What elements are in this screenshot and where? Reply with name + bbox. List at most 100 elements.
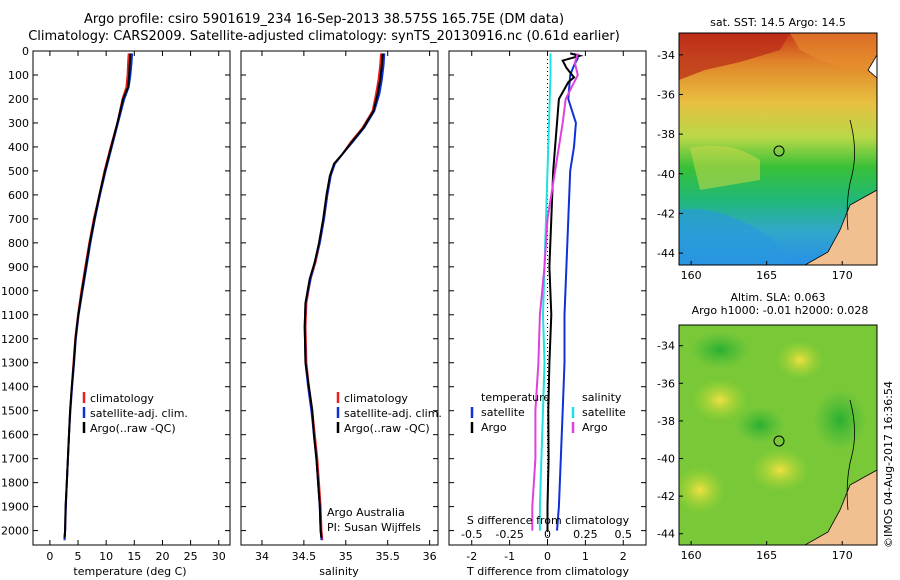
difference-profile-panel: -2 -1 0 1 2 -0.5 -0.25 0 0.25 0.5 temperature sa…: [448, 50, 647, 578]
depth-tick-label: 1400: [1, 381, 29, 394]
line-climatology: [63, 53, 130, 541]
depth-tick-label: 500: [8, 165, 29, 178]
x-tick-label: 34: [255, 550, 269, 563]
x-tick-label: 1: [582, 550, 589, 563]
nz-landmass: [804, 189, 877, 265]
map-y-tick-label: -38: [657, 415, 675, 428]
sla-map-title-line2: Argo h1000: -0.01 h2000: 0.028: [692, 304, 869, 317]
map-y-tick-label: -36: [657, 88, 675, 101]
temperature-legend: climatology satellite-adj. clim. Argo(..…: [82, 392, 188, 435]
temperature-axes-frame: [32, 50, 231, 546]
line-argo---raw--qc-: [303, 53, 384, 538]
line-argo---raw--qc-: [63, 53, 132, 538]
legend-label-argo: Argo(..raw -QC): [90, 422, 176, 435]
sst-map-axes: 160 165 170 -34 -36 -38 -40 -42 -44: [657, 49, 853, 282]
sst-map-panel: sat. SST: 14.5 Argo: 14.5 160 165 170 -34 -3…: [657, 16, 878, 282]
legend-label-argo: Argo(..raw -QC): [344, 422, 430, 435]
imos-stamp: ©IMOS 04-Aug-2017 16:36:54: [882, 381, 895, 548]
sla-low-2: [814, 390, 866, 450]
map-y-tick-label: -42: [657, 207, 675, 220]
legend-label-satellite: satellite-adj. clim.: [344, 407, 442, 420]
sla-high-2: [776, 340, 824, 380]
x-tick-label: 30: [212, 550, 226, 563]
map-x-tick-label: 165: [756, 549, 777, 562]
map-y-tick-label: -34: [657, 340, 675, 353]
map-x-tick-label: 165: [756, 269, 777, 282]
nz-landmass: [804, 469, 877, 545]
x-tick-label: -1: [504, 550, 515, 563]
sla-map-image: [679, 325, 877, 545]
sla-high-3: [750, 448, 810, 492]
depth-tick-label: 800: [8, 237, 29, 250]
depth-tick-label: 1800: [1, 477, 29, 490]
map-x-tick-label: 170: [832, 269, 853, 282]
depth-tick-label: 900: [8, 261, 29, 274]
bathymetry-contour: [846, 119, 855, 231]
sla-high-4: [679, 466, 726, 514]
x-tick-label: 25: [184, 550, 198, 563]
s-diff-tick-label: -0.5: [461, 528, 482, 541]
depth-tick-label: 600: [8, 189, 29, 202]
map-y-tick-label: -40: [657, 168, 675, 181]
x-tick-label: 2: [620, 550, 627, 563]
s-diff-tick-label: -0.25: [495, 528, 523, 541]
temperature-difference-axis: -2 -1 0 1 2: [466, 51, 627, 563]
depth-tick-label: 1900: [1, 501, 29, 514]
x-tick-label: 34.5: [292, 550, 317, 563]
depth-tick-label: 1000: [1, 285, 29, 298]
x-tick-label: 15: [127, 550, 141, 563]
depth-tick-label: 700: [8, 213, 29, 226]
map-y-tick-label: -34: [657, 49, 675, 62]
salinity-difference-axis: -0.5 -0.25 0 0.25 0.5: [461, 528, 632, 541]
argo-australia-note: Argo Australia: [327, 506, 405, 519]
figure-title-line1: Argo profile: csiro 5901619_234 16-Sep-2…: [83, 12, 565, 27]
depth-tick-label: 2000: [1, 525, 29, 538]
sla-map-axes: 160 165 170 -34 -36 -38 -40 -42 -44: [657, 340, 853, 562]
map-x-tick-label: 160: [681, 549, 702, 562]
depth-tick-label: 200: [8, 93, 29, 106]
legend-label-sal-satellite: satellite: [582, 406, 626, 419]
pi-note: PI: Susan Wijffels: [327, 521, 421, 534]
depth-tick-label: 1100: [1, 309, 29, 322]
map-x-tick-label: 170: [832, 549, 853, 562]
profile-location-marker: [773, 435, 785, 447]
depth-tick-label: 1700: [1, 453, 29, 466]
sla-map-title-line1: Altim. SLA: 0.063: [730, 291, 825, 304]
salinity-depth-ticks: [241, 50, 438, 532]
map-y-tick-label: -42: [657, 490, 675, 503]
x-tick-label: 0: [46, 550, 53, 563]
sst-map-frame: [678, 32, 878, 266]
legend-label-temp-argo: Argo: [481, 421, 507, 434]
sst-orange-region: [790, 33, 877, 78]
s-diff-tick-label: 0.5: [615, 528, 633, 541]
map-x-tick-label: 160: [681, 269, 702, 282]
legend-heading-temperature: temperature: [481, 391, 550, 404]
salinity-axis: 34 34.5 35 35.5 36: [255, 51, 437, 563]
legend-label-temp-satellite: satellite: [481, 406, 525, 419]
depth-tick-label: 1300: [1, 357, 29, 370]
x-tick-label: 0: [544, 550, 551, 563]
depth-tick-label: 1600: [1, 429, 29, 442]
map-y-tick-label: -44: [657, 528, 675, 541]
difference-depth-ticks: [449, 50, 646, 532]
sst-map-title: sat. SST: 14.5 Argo: 14.5: [710, 16, 846, 29]
depth-tick-label: 1200: [1, 333, 29, 346]
x-tick-label: 35: [339, 550, 353, 563]
nz-north-tip: [867, 54, 877, 79]
temperature-lines: [63, 53, 134, 541]
map-y-tick-label: -36: [657, 377, 675, 390]
line-satellite-adj--clim-: [63, 53, 134, 541]
depth-tick-label: 1500: [1, 405, 29, 418]
legend-label-climatology: climatology: [90, 392, 154, 405]
legend-heading-salinity: salinity: [582, 391, 622, 404]
s-diff-tick-label: 0.25: [573, 528, 598, 541]
x-tick-label: 20: [155, 550, 169, 563]
legend-label-sal-argo: Argo: [582, 421, 608, 434]
depth-tick-label: 100: [8, 69, 29, 82]
profile-location-marker: [773, 145, 785, 157]
s-diff-tick-label: 0: [544, 528, 551, 541]
sla-map-frame: [678, 324, 878, 546]
map-y-tick-label: -44: [657, 247, 675, 260]
legend-label-climatology: climatology: [344, 392, 408, 405]
depth-tick-label: 300: [8, 117, 29, 130]
